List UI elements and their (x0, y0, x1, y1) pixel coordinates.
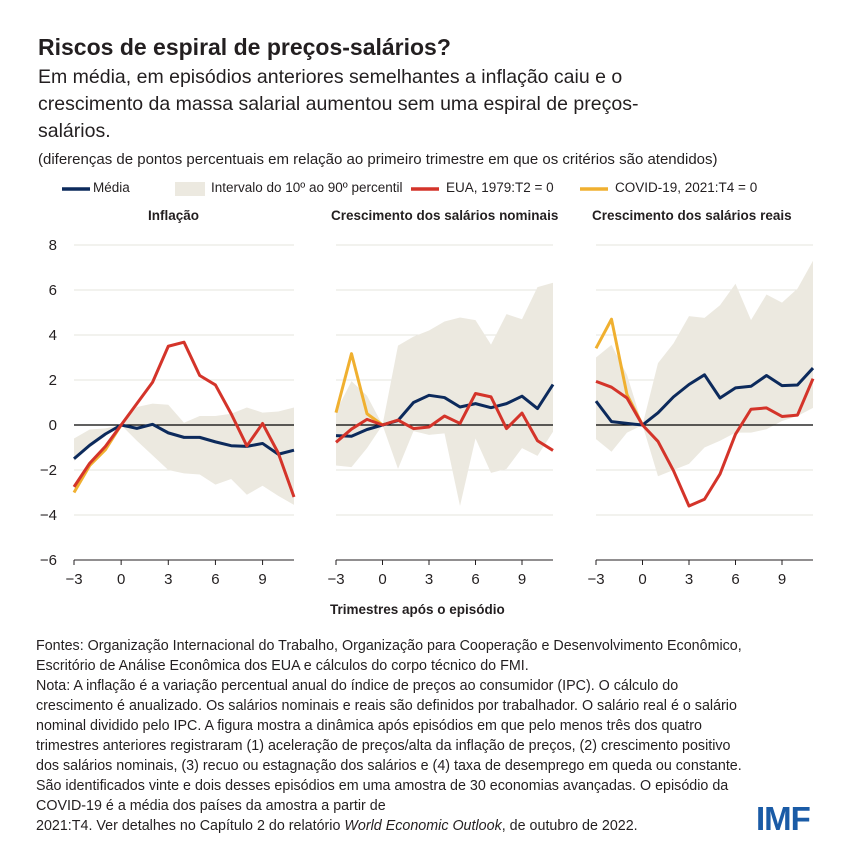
y-tick-label: 6 (49, 282, 57, 299)
footer-line: Nota: A inflação é a variação percentual… (36, 678, 679, 694)
legend-label-covid: COVID-19, 2021:T4 = 0 (615, 180, 758, 195)
y-tick-label: −2 (40, 462, 57, 479)
y-tick-label: −4 (40, 507, 57, 524)
x-tick-label: −3 (65, 571, 82, 588)
legend-label-band: Intervalo do 10º ao 90º percentil (211, 180, 403, 195)
x-tick-label: −3 (327, 571, 344, 588)
y-tick-label: 2 (49, 372, 57, 389)
series-line-us-1979 (335, 392, 554, 452)
footer-line: crescimento é anualizado. Os salários no… (36, 698, 737, 714)
imf-logo: IMF (756, 800, 811, 837)
footer-line: dos salários nominais, (3) recuo ou esta… (36, 758, 742, 774)
series-line-us-1979 (595, 378, 815, 508)
footer-line: COVID-19 é a média dos países da amostra… (36, 798, 386, 814)
x-tick-label: 3 (164, 571, 172, 588)
panel-title-real-wages: Crescimento dos salários reais (592, 208, 792, 223)
percentile-band (74, 403, 294, 505)
panel-2: −3 0 3 6 9 (327, 244, 555, 588)
x-tick-label: 9 (518, 571, 526, 588)
legend-label-us: EUA, 1979:T2 = 0 (446, 180, 554, 195)
x-tick-label: 0 (378, 571, 386, 588)
footer-text: 2021:T4. Ver detalhes no Capítulo 2 do r… (36, 818, 345, 834)
footer-text: , de outubro de 2022. (501, 818, 638, 834)
y-tick-label: 4 (49, 327, 57, 344)
panel-title-nominal-wages: Crescimento dos salários nominais (331, 208, 559, 223)
x-tick-label: −3 (587, 571, 604, 588)
subtitle-line: salários. (38, 120, 111, 142)
x-tick-label: 6 (471, 571, 479, 588)
percentile-band (336, 282, 553, 506)
x-tick-label: 9 (258, 571, 266, 588)
y-tick-label: 8 (49, 237, 57, 254)
footer-line: 2021:T4. Ver detalhes no Capítulo 2 do r… (36, 818, 638, 834)
footer-line: São identificados vinte e dois desses ep… (36, 778, 729, 794)
subtitle-line: crescimento da massa salarial aumentou s… (38, 93, 639, 115)
percentile-band (596, 260, 813, 477)
x-tick-label: 0 (117, 571, 125, 588)
series-line-mean (73, 422, 295, 460)
x-tick-label: 3 (425, 571, 433, 588)
legend-label-mean: Média (93, 180, 130, 195)
series-line-covid-19 (334, 352, 384, 427)
panel-title-inflation: Inflação (148, 208, 200, 223)
footer-line: Fontes: Organização Internacional do Tra… (36, 638, 742, 654)
legend-swatch-band (175, 182, 205, 196)
series-line-mean (335, 383, 555, 438)
report-title: World Economic Outlook (344, 818, 502, 834)
legend-marks (62, 182, 608, 196)
x-tick-label: 6 (211, 571, 219, 588)
series-line-us-1979 (72, 340, 296, 498)
chart-title: Riscos de espiral de preços-salários? (38, 34, 451, 60)
y-tick-label: −6 (40, 552, 57, 569)
subtitle-line: Em média, em episódios anteriores semelh… (38, 66, 623, 88)
footer-line: Escritório de Análise Econômica dos EUA … (36, 658, 529, 674)
series-line-mean (594, 367, 815, 427)
x-tick-label: 0 (638, 571, 646, 588)
panel-1: −3 0 3 6 9 −6 −4 −2 0 2 4 6 8 (40, 237, 296, 588)
x-tick-label: 3 (685, 571, 693, 588)
footer-line: nominal dividido pelo IPC. A figura most… (36, 718, 702, 734)
footer-line: trimestres anteriores registraram (1) ac… (36, 738, 731, 754)
y-tick-label: 0 (49, 417, 57, 434)
x-tick-label: 6 (731, 571, 739, 588)
panel-3: −3 0 3 6 9 (587, 244, 815, 588)
x-axis-title: Trimestres após o episódio (330, 602, 505, 617)
x-tick-label: 9 (778, 571, 786, 588)
units-note: (diferenças de pontos percentuais em rel… (38, 151, 718, 168)
